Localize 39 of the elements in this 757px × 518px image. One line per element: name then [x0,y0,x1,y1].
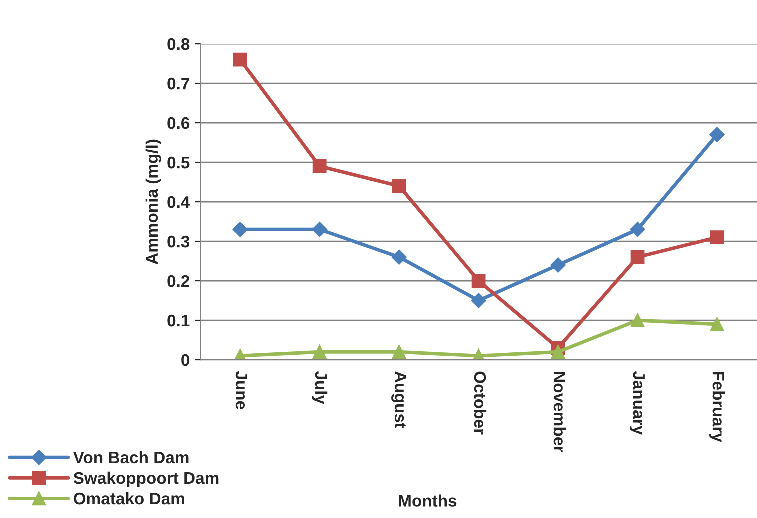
point [471,293,486,308]
x-tick-label: June [236,371,248,410]
y-tick-label: 0.8 [168,38,190,50]
y-tick-label: 0.5 [168,156,190,169]
y-tick-label: 0.2 [168,275,190,288]
point [710,127,725,142]
point [630,314,645,328]
point [312,222,328,238]
point [312,345,327,360]
x-axis-title: Months [399,494,457,507]
point [550,258,566,273]
point [630,222,646,238]
point [630,250,645,264]
x-tick-label: November [554,372,566,452]
point [392,179,406,194]
legend-label: Swakoppoort Dam [74,472,219,488]
y-tick-label: 0 [182,354,190,366]
point [233,52,248,67]
y-tick-label: 0.4 [168,196,190,208]
y-tick-label: 0.7 [168,78,190,90]
legend-label: Von Bach Dam [73,451,189,464]
y-tick-label: 0.3 [168,236,190,248]
point [392,250,407,265]
x-tick-label: January [630,371,645,435]
y-tick-label: 0.6 [168,117,190,130]
point [312,160,327,174]
point [472,274,486,288]
point [232,222,248,238]
x-tick-label: February [709,372,726,442]
point [392,345,406,360]
y-tick-label: 0.1 [168,314,190,327]
x-tick-label: August [392,372,407,428]
point [710,230,724,245]
x-tick-label: July [312,371,328,404]
x-tick-label: October [474,372,487,435]
legend-label: Omatako Dam [74,492,184,505]
point [710,318,724,332]
point [551,345,566,360]
y-axis-title: Ammonia (mg/l) [146,140,162,265]
